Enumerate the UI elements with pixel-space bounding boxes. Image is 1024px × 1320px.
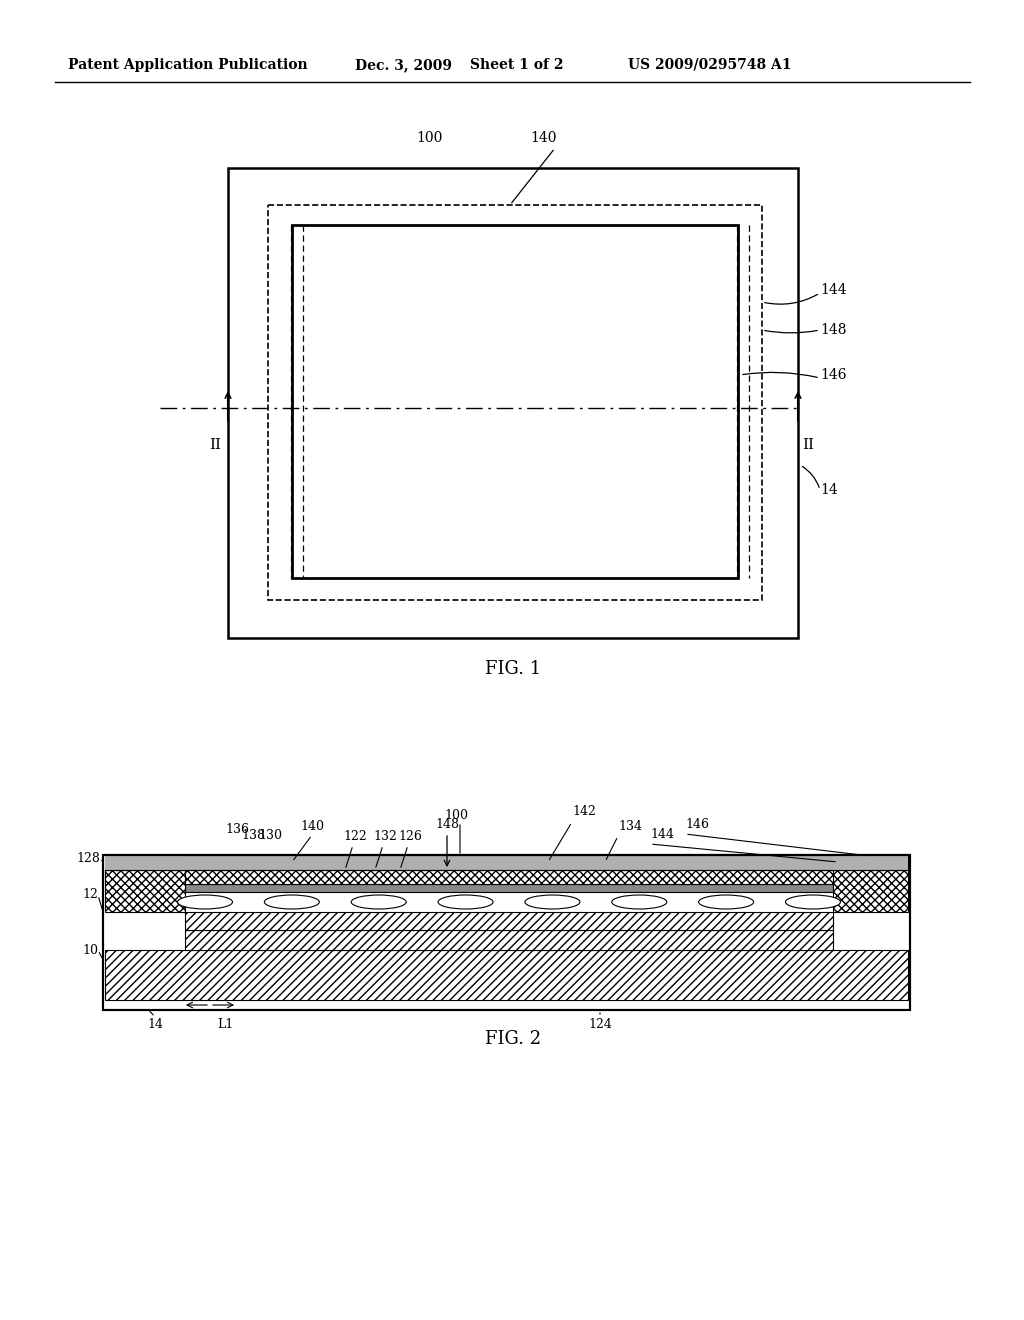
Text: 128: 128 <box>76 851 100 865</box>
Bar <box>833 870 908 912</box>
Text: 148: 148 <box>435 818 459 832</box>
Text: 100: 100 <box>417 131 443 145</box>
Text: 126: 126 <box>398 830 422 843</box>
Ellipse shape <box>611 895 667 909</box>
Text: 144: 144 <box>820 282 847 297</box>
Bar <box>228 168 798 638</box>
Text: Sheet 1 of 2: Sheet 1 of 2 <box>470 58 563 73</box>
Text: 140: 140 <box>530 131 556 145</box>
Ellipse shape <box>177 895 232 909</box>
Text: 124: 124 <box>588 1018 612 1031</box>
Text: US 2009/0295748 A1: US 2009/0295748 A1 <box>628 58 792 73</box>
Bar <box>185 912 833 931</box>
Bar <box>268 205 762 601</box>
Text: 138: 138 <box>241 829 265 842</box>
Bar <box>103 855 910 1010</box>
Bar <box>292 224 738 578</box>
Text: 130: 130 <box>258 829 282 842</box>
Text: 140: 140 <box>300 820 324 833</box>
Text: 146: 146 <box>820 368 847 381</box>
Bar <box>103 855 910 1010</box>
Bar <box>185 931 833 950</box>
Text: 134: 134 <box>618 820 642 833</box>
Text: 148: 148 <box>820 323 847 337</box>
Text: 10: 10 <box>82 944 98 957</box>
Bar <box>105 870 908 884</box>
Ellipse shape <box>698 895 754 909</box>
Bar <box>185 884 833 892</box>
Text: 132: 132 <box>373 830 397 843</box>
Ellipse shape <box>264 895 319 909</box>
Text: II: II <box>209 438 221 451</box>
Ellipse shape <box>351 895 407 909</box>
Bar <box>105 855 185 870</box>
Ellipse shape <box>525 895 580 909</box>
Text: L1: L1 <box>217 1018 233 1031</box>
Text: Dec. 3, 2009: Dec. 3, 2009 <box>355 58 452 73</box>
Text: 14: 14 <box>147 1018 163 1031</box>
Ellipse shape <box>438 895 494 909</box>
Text: Patent Application Publication: Patent Application Publication <box>68 58 307 73</box>
Bar <box>105 855 908 870</box>
Text: 144: 144 <box>650 828 674 841</box>
Text: 14: 14 <box>820 483 838 498</box>
Text: 142: 142 <box>572 805 596 818</box>
Text: 100: 100 <box>444 809 468 822</box>
Text: II: II <box>802 438 814 451</box>
Text: FIG. 1: FIG. 1 <box>485 660 541 678</box>
Text: FIG. 2: FIG. 2 <box>485 1030 541 1048</box>
Ellipse shape <box>785 895 841 909</box>
Text: 136: 136 <box>225 822 249 836</box>
Text: 146: 146 <box>685 818 709 832</box>
Bar <box>105 870 185 912</box>
Bar <box>833 855 908 870</box>
Text: 122: 122 <box>343 830 367 843</box>
Text: 12: 12 <box>82 888 98 902</box>
Bar <box>105 950 908 1001</box>
